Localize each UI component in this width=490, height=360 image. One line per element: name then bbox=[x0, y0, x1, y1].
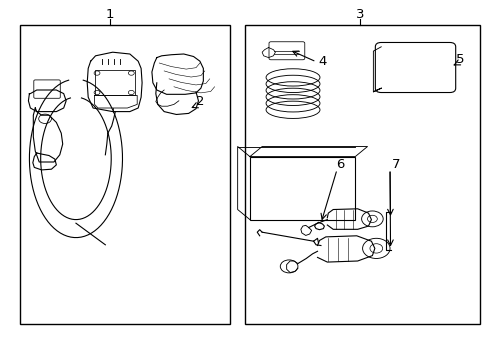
Bar bbox=[245, 25, 480, 324]
Bar bbox=[95, 70, 135, 95]
Text: 6: 6 bbox=[336, 158, 345, 171]
Bar bbox=[250, 157, 355, 220]
Text: 2: 2 bbox=[196, 95, 204, 108]
Text: 1: 1 bbox=[106, 8, 115, 21]
Text: 7: 7 bbox=[392, 158, 400, 171]
Bar bbox=[20, 25, 230, 324]
Text: 3: 3 bbox=[356, 8, 365, 21]
Text: 4: 4 bbox=[318, 55, 327, 68]
Text: 5: 5 bbox=[456, 53, 465, 66]
